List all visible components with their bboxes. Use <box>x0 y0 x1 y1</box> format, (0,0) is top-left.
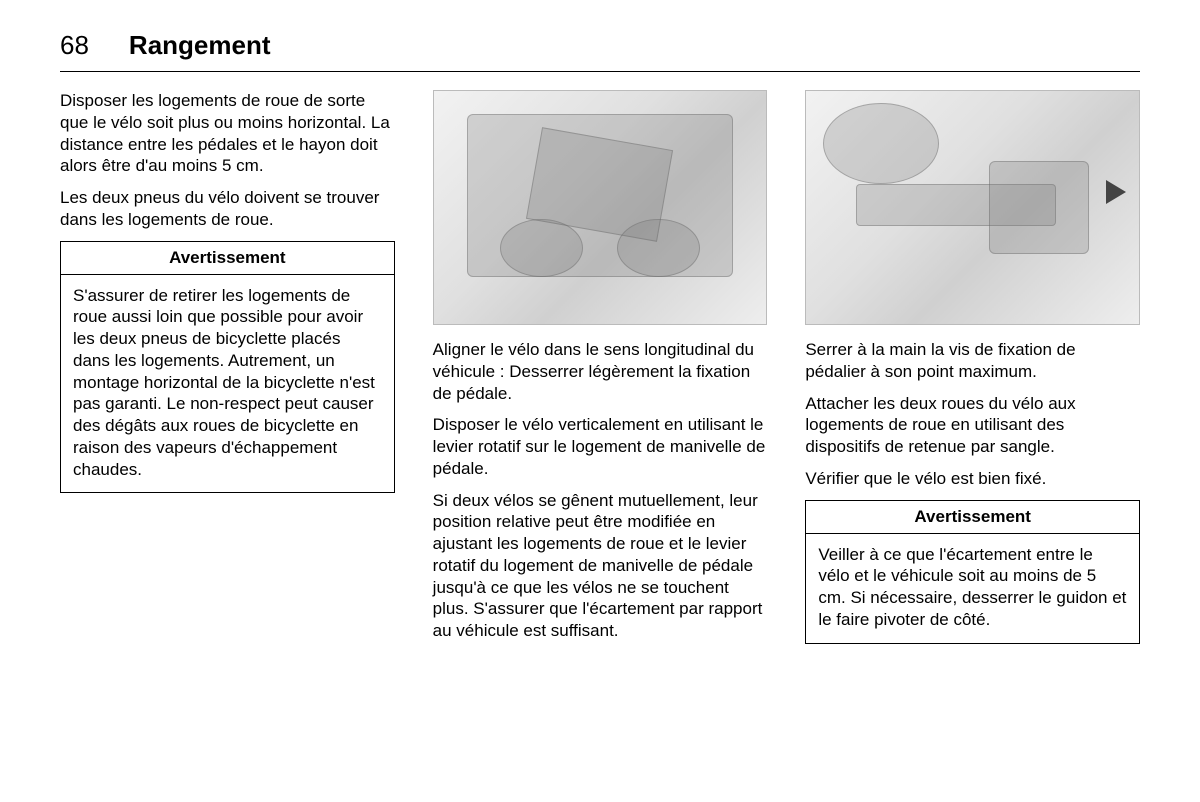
column-3: Serrer à la main la vis de fixation de p… <box>805 90 1140 654</box>
page-header: 68 Rangement <box>60 30 1140 72</box>
col3-paragraph-2: Attacher les deux roues du vélo aux loge… <box>805 393 1140 458</box>
warning-box-2: Avertissement Veiller à ce que l'écartem… <box>805 500 1140 644</box>
warning-1-body: S'assurer de retirer les logements de ro… <box>61 275 394 493</box>
col2-paragraph-3: Si deux vélos se gênent mutuellement, le… <box>433 490 768 642</box>
column-1: Disposer les logements de roue de sorte … <box>60 90 395 654</box>
col2-paragraph-2: Disposer le vélo verticalement en utilis… <box>433 414 768 479</box>
column-2: Aligner le vélo dans le sens longitudina… <box>433 90 768 654</box>
col1-paragraph-2: Les deux pneus du vélo doivent se trouve… <box>60 187 395 231</box>
warning-2-title: Avertissement <box>806 501 1139 534</box>
col2-paragraph-1: Aligner le vélo dans le sens longitudina… <box>433 339 768 404</box>
content-columns: Disposer les logements de roue de sorte … <box>60 90 1140 654</box>
page-title: Rangement <box>129 30 271 61</box>
col3-paragraph-3: Vérifier que le vélo est bien fixé. <box>805 468 1140 490</box>
figure-pedal-clamp-detail <box>805 90 1140 325</box>
warning-box-1: Avertissement S'assurer de retirer les l… <box>60 241 395 494</box>
figure-bike-on-carrier <box>433 90 768 325</box>
page-number: 68 <box>60 30 89 61</box>
warning-2-body: Veiller à ce que l'écartement entre le v… <box>806 534 1139 643</box>
warning-1-title: Avertissement <box>61 242 394 275</box>
col3-paragraph-1: Serrer à la main la vis de fixation de p… <box>805 339 1140 383</box>
col1-paragraph-1: Disposer les logements de roue de sorte … <box>60 90 395 177</box>
